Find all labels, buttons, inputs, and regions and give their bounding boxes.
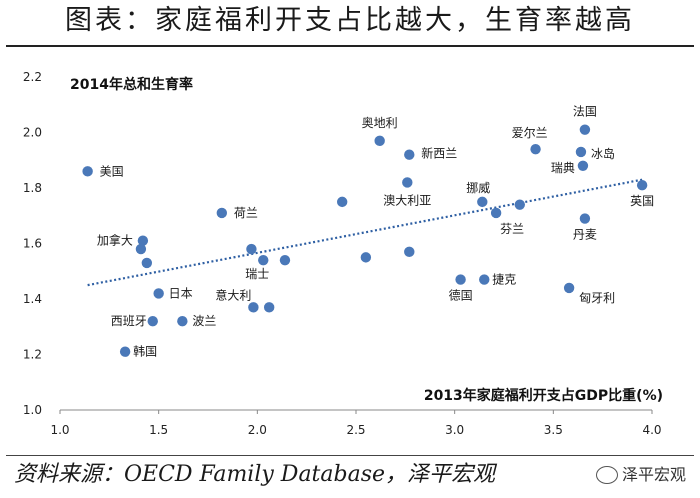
y-tick-label: 2.2 (23, 70, 42, 84)
x-tick-label: 3.0 (445, 423, 464, 437)
point-label: 波兰 (192, 314, 216, 328)
point-label: 意大利 (215, 287, 251, 302)
data-point (479, 274, 490, 285)
data-points (82, 124, 648, 357)
point-label: 西班牙 (111, 314, 147, 328)
point-label: 丹麦 (573, 228, 597, 242)
y-axis-title: 2014年总和生育率 (70, 76, 193, 93)
y-tick-label: 1.4 (23, 292, 42, 306)
point-label: 捷克 (492, 273, 516, 287)
data-point (477, 196, 488, 208)
data-point (258, 254, 269, 266)
data-point (216, 207, 228, 219)
data-point (563, 282, 575, 294)
point-label: 奥地利 (362, 116, 398, 130)
data-point (336, 196, 348, 208)
data-point (455, 274, 466, 285)
data-point (248, 302, 259, 313)
data-point (135, 243, 147, 255)
y-tick-label: 1.2 (23, 348, 42, 362)
data-point (636, 180, 648, 191)
point-label: 冰岛 (591, 146, 615, 161)
y-tick-labels: 1.0 1.2 1.4 1.6 1.8 2.0 2.2 (23, 70, 42, 417)
point-label: 荷兰 (234, 206, 258, 220)
wechat-icon (595, 466, 618, 484)
page-title: 图表：家庭福利开支占比越大，生育率越高 (65, 5, 635, 36)
x-tick-label: 1.0 (50, 423, 69, 437)
point-label: 爱尔兰 (512, 125, 548, 140)
point-label: 匈牙利 (579, 291, 615, 305)
x-tick-label: 1.5 (149, 423, 168, 437)
data-point (490, 207, 502, 219)
data-point (514, 199, 525, 210)
x-tick-label: 2.5 (346, 423, 365, 437)
data-point (404, 246, 415, 258)
data-point (119, 346, 131, 357)
point-label: 澳大利亚 (383, 193, 431, 207)
point-label: 挪威 (466, 181, 490, 195)
y-tick-label: 1.0 (23, 403, 42, 417)
point-label: 芬兰 (500, 222, 524, 236)
data-point (141, 257, 153, 269)
footer-divider (6, 455, 694, 456)
data-point (577, 160, 589, 171)
x-tick-labels: 1.0 1.5 2.0 2.5 3.0 3.5 4.0 (50, 410, 662, 437)
data-point (530, 143, 541, 155)
data-point (137, 235, 149, 246)
y-tick-label: 2.0 (23, 126, 42, 140)
point-label: 新西兰 (421, 146, 457, 161)
data-point (279, 254, 291, 266)
data-point (575, 146, 587, 158)
point-label: 韩国 (133, 344, 157, 359)
point-label: 加拿大 (97, 233, 133, 248)
x-tick-label: 3.5 (544, 423, 563, 437)
point-label: 英国 (630, 194, 654, 208)
data-point (147, 316, 158, 327)
point-label: 法国 (573, 105, 597, 119)
data-point (246, 243, 257, 255)
x-axis-title: 2013年家庭福利开支占GDP比重(%) (424, 387, 663, 404)
source-note: 资料来源：OECD Family Database，泽平宏观 (14, 462, 496, 487)
title-divider (6, 45, 694, 47)
data-point (177, 316, 188, 327)
data-point (360, 252, 372, 263)
y-tick-label: 1.6 (23, 237, 42, 251)
y-tick-label: 1.8 (23, 181, 42, 195)
point-label: 德国 (449, 288, 473, 303)
point-label: 瑞典 (551, 161, 575, 175)
x-tick-label: 4.0 (642, 423, 661, 437)
watermark-text: 泽平宏观 (621, 465, 686, 484)
data-point (153, 288, 164, 299)
trend-line (87, 178, 643, 287)
point-label: 瑞士 (245, 267, 269, 281)
data-point (579, 124, 591, 135)
data-point (404, 149, 415, 160)
data-point (82, 166, 93, 177)
point-label: 美国 (100, 164, 124, 178)
x-tick-label: 2.0 (248, 423, 267, 437)
point-label: 日本 (169, 286, 193, 300)
data-point (263, 302, 275, 313)
data-point (402, 177, 413, 188)
data-point (374, 135, 385, 147)
watermark: 泽平宏观 (595, 458, 686, 492)
data-point (579, 213, 591, 224)
